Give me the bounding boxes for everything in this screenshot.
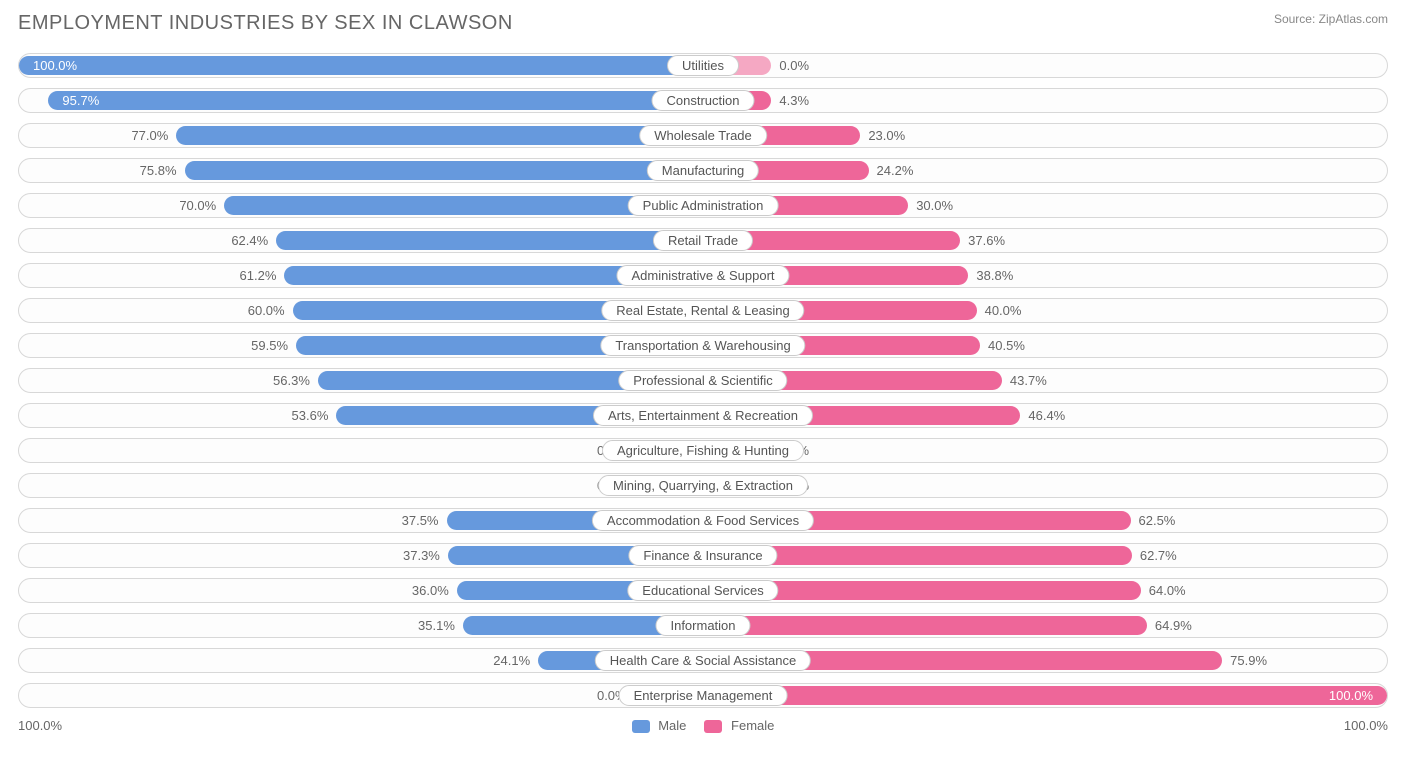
category-label: Health Care & Social Assistance	[595, 650, 811, 671]
male-pct-label: 24.1%	[493, 649, 538, 672]
chart-row: 59.5% 40.5% Transportation & Warehousing	[18, 333, 1388, 358]
female-pct-label: 100.0%	[1329, 684, 1387, 707]
category-label: Public Administration	[628, 195, 779, 216]
chart-row: 37.5% 62.5% Accommodation & Food Services	[18, 508, 1388, 533]
female-bar	[703, 616, 1147, 635]
chart-row: 70.0% 30.0% Public Administration	[18, 193, 1388, 218]
chart-row: 60.0% 40.0% Real Estate, Rental & Leasing	[18, 298, 1388, 323]
female-bar	[703, 686, 1387, 705]
male-pct-label: 100.0%	[19, 54, 77, 77]
male-pct-label: 70.0%	[179, 194, 224, 217]
chart-row: 95.7% 4.3% Construction	[18, 88, 1388, 113]
chart-row: 53.6% 46.4% Arts, Entertainment & Recreati…	[18, 403, 1388, 428]
axis-left-label: 100.0%	[18, 718, 62, 733]
female-pct-label: 24.2%	[869, 159, 914, 182]
chart-row: 0.0%100.0%Enterprise Management	[18, 683, 1388, 708]
category-label: Real Estate, Rental & Leasing	[601, 300, 804, 321]
chart-row: 24.1% 75.9% Health Care & Social Assistanc…	[18, 648, 1388, 673]
male-bar	[176, 126, 703, 145]
chart-row: 56.3% 43.7% Professional & Scientific	[18, 368, 1388, 393]
chart-row: 0.0%0.0%Agriculture, Fishing & Hunting	[18, 438, 1388, 463]
category-label: Finance & Insurance	[628, 545, 777, 566]
male-pct-label: 62.4%	[231, 229, 276, 252]
chart-row: 77.0% 23.0% Wholesale Trade	[18, 123, 1388, 148]
male-pct-label: 77.0%	[131, 124, 176, 147]
category-label: Utilities	[667, 55, 739, 76]
male-bar	[276, 231, 703, 250]
chart-row: 0.0%0.0%Mining, Quarrying, & Extraction	[18, 473, 1388, 498]
male-pct-label: 36.0%	[412, 579, 457, 602]
female-pct-label: 38.8%	[968, 264, 1013, 287]
male-pct-label: 35.1%	[418, 614, 463, 637]
legend-female-label: Female	[731, 718, 774, 733]
category-label: Arts, Entertainment & Recreation	[593, 405, 813, 426]
female-pct-label: 40.5%	[980, 334, 1025, 357]
female-swatch-icon	[704, 720, 722, 733]
axis-right-label: 100.0%	[1344, 718, 1388, 733]
category-label: Manufacturing	[647, 160, 759, 181]
category-label: Retail Trade	[653, 230, 753, 251]
male-pct-label: 56.3%	[273, 369, 318, 392]
chart-row: 100.0% 0.0% Utilities	[18, 53, 1388, 78]
male-pct-label: 37.3%	[403, 544, 448, 567]
category-label: Administrative & Support	[616, 265, 789, 286]
chart-legend: 100.0% Male Female 100.0%	[18, 718, 1388, 733]
female-pct-label: 62.7%	[1132, 544, 1177, 567]
chart-row: 62.4% 37.6% Retail Trade	[18, 228, 1388, 253]
female-pct-label: 23.0%	[860, 124, 905, 147]
chart-row: 35.1% 64.9% Information	[18, 613, 1388, 638]
chart-source: Source: ZipAtlas.com	[1274, 12, 1388, 26]
female-pct-label: 64.9%	[1147, 614, 1192, 637]
diverging-bar-chart: 100.0% 0.0% Utilities 95.7% 4.3% Construction…	[18, 53, 1388, 708]
legend-male-label: Male	[658, 718, 686, 733]
male-swatch-icon	[632, 720, 650, 733]
legend-male: Male	[632, 718, 687, 733]
male-bar	[48, 91, 703, 110]
legend-female: Female	[704, 718, 774, 733]
female-pct-label: 40.0%	[977, 299, 1022, 322]
male-pct-label: 59.5%	[251, 334, 296, 357]
female-pct-label: 4.3%	[771, 89, 809, 112]
chart-title: EMPLOYMENT INDUSTRIES BY SEX IN CLAWSON	[18, 12, 513, 35]
category-label: Mining, Quarrying, & Extraction	[598, 475, 808, 496]
category-label: Educational Services	[627, 580, 778, 601]
category-label: Information	[655, 615, 750, 636]
category-label: Construction	[652, 90, 755, 111]
female-pct-label: 62.5%	[1131, 509, 1176, 532]
male-pct-label: 75.8%	[140, 159, 185, 182]
male-pct-label: 60.0%	[248, 299, 293, 322]
category-label: Transportation & Warehousing	[600, 335, 805, 356]
male-pct-label: 37.5%	[402, 509, 447, 532]
category-label: Accommodation & Food Services	[592, 510, 814, 531]
legend-center: Male Female	[632, 718, 775, 733]
male-bar	[19, 56, 703, 75]
category-label: Agriculture, Fishing & Hunting	[602, 440, 804, 461]
category-label: Enterprise Management	[619, 685, 788, 706]
female-pct-label: 37.6%	[960, 229, 1005, 252]
chart-row: 37.3% 62.7% Finance & Insurance	[18, 543, 1388, 568]
category-label: Professional & Scientific	[618, 370, 787, 391]
category-label: Wholesale Trade	[639, 125, 767, 146]
chart-header: EMPLOYMENT INDUSTRIES BY SEX IN CLAWSON …	[18, 12, 1388, 35]
male-pct-label: 53.6%	[292, 404, 337, 427]
chart-row: 61.2% 38.8% Administrative & Support	[18, 263, 1388, 288]
female-pct-label: 64.0%	[1141, 579, 1186, 602]
female-pct-label: 43.7%	[1002, 369, 1047, 392]
female-pct-label: 0.0%	[771, 54, 809, 77]
female-pct-label: 30.0%	[908, 194, 953, 217]
male-pct-label: 95.7%	[48, 89, 99, 112]
female-pct-label: 75.9%	[1222, 649, 1267, 672]
male-bar	[185, 161, 703, 180]
chart-row: 75.8% 24.2% Manufacturing	[18, 158, 1388, 183]
female-pct-label: 46.4%	[1020, 404, 1065, 427]
male-pct-label: 61.2%	[240, 264, 285, 287]
chart-row: 36.0% 64.0% Educational Services	[18, 578, 1388, 603]
